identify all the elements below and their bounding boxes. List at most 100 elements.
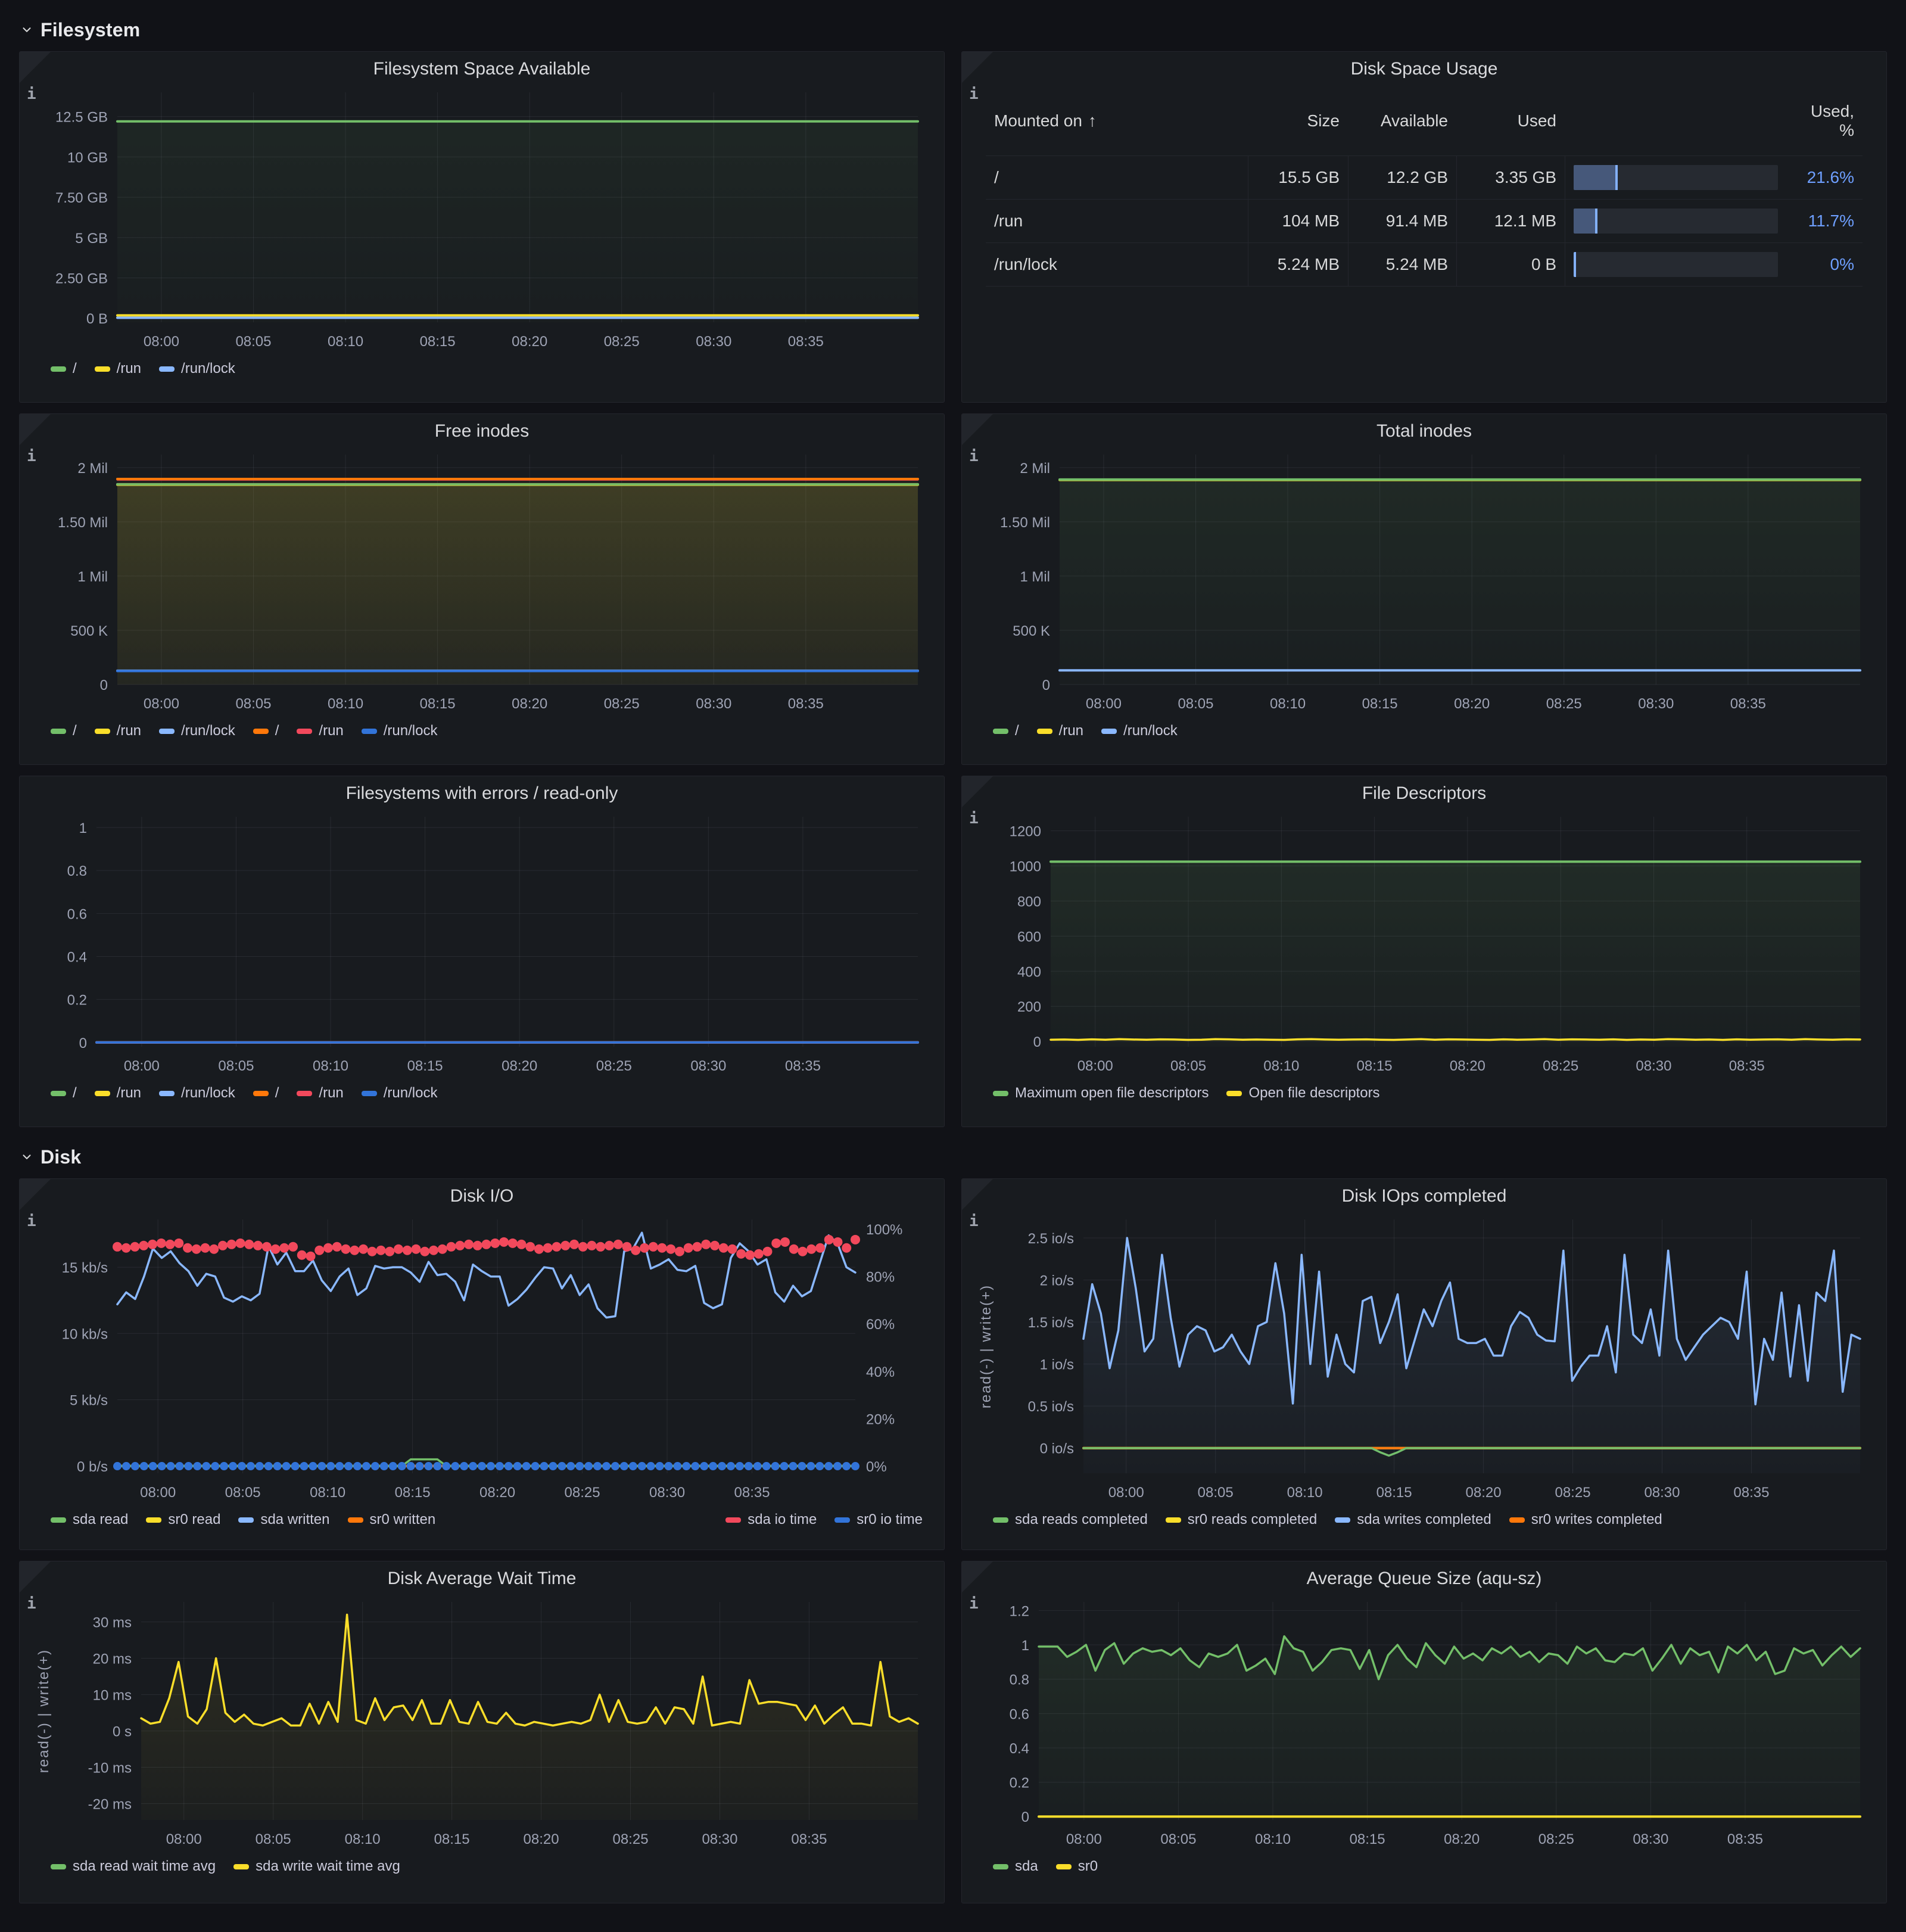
column-header-used-pct[interactable]: Used, % xyxy=(1810,102,1854,139)
svg-text:08:30: 08:30 xyxy=(690,1058,726,1074)
column-header-used[interactable]: Used xyxy=(1517,111,1556,130)
svg-text:20%: 20% xyxy=(866,1411,895,1427)
legend-item[interactable]: / xyxy=(51,1085,77,1102)
svg-text:08:00: 08:00 xyxy=(1066,1831,1102,1847)
panel-title[interactable]: Total inodes xyxy=(1376,421,1472,441)
series-color-swatch xyxy=(993,1517,1008,1523)
panel-average-queue-size: i Average Queue Size (aqu-sz) 08:00 08:05… xyxy=(961,1561,1887,1903)
legend-item[interactable]: /run xyxy=(1036,723,1083,739)
disk-iops-chart[interactable]: 08:00 08:05 08:10 08:15 08:20 08:25 08:30 08:35… xyxy=(970,1208,1878,1528)
legend-item[interactable]: sda read wait time avg xyxy=(51,1858,216,1875)
legend-item[interactable]: /run xyxy=(94,360,141,377)
panel-title[interactable]: Disk Space Usage xyxy=(1350,59,1498,79)
filesystem-space-available-chart[interactable]: 08:00 08:05 08:10 08:15 08:20 08:25 08:30 08:35… xyxy=(28,80,936,377)
legend-item[interactable]: /run/lock xyxy=(1101,723,1178,739)
legend-item[interactable]: sda written xyxy=(238,1511,330,1528)
free-inodes-chart[interactable]: 08:00 08:05 08:10 08:15 08:20 08:25 08:30 08:35… xyxy=(28,443,936,739)
legend-item[interactable]: sr0 io time xyxy=(834,1511,923,1528)
svg-text:08:20: 08:20 xyxy=(512,334,547,350)
legend-item[interactable]: sr0 writes completed xyxy=(1509,1511,1662,1528)
mount-cell: /run/lock xyxy=(994,255,1057,273)
legend-item[interactable]: /run/lock xyxy=(159,723,235,739)
column-header-available[interactable]: Available xyxy=(1380,111,1448,130)
panel-info-icon[interactable]: i xyxy=(20,52,51,103)
legend-item[interactable]: /run xyxy=(297,723,344,739)
svg-text:0.4: 0.4 xyxy=(1010,1741,1029,1757)
svg-text:60%: 60% xyxy=(866,1317,895,1333)
svg-text:0.2: 0.2 xyxy=(1010,1775,1029,1791)
average-queue-size-chart[interactable]: 08:00 08:05 08:10 08:15 08:20 08:25 08:30 08:35… xyxy=(970,1590,1878,1875)
legend-item[interactable]: sda read xyxy=(51,1511,128,1528)
svg-text:0.4: 0.4 xyxy=(67,949,87,965)
panel-info-icon[interactable]: i xyxy=(20,414,51,465)
legend-item[interactable]: sda writes completed xyxy=(1335,1511,1491,1528)
panel-info-icon[interactable]: i xyxy=(962,1561,993,1613)
legend-item[interactable]: / xyxy=(51,723,77,739)
legend-item[interactable]: / xyxy=(253,1085,279,1102)
panel-info-icon[interactable]: i xyxy=(20,1179,51,1230)
legend-item[interactable]: /run/lock xyxy=(159,1085,235,1102)
legend-item[interactable]: /run xyxy=(297,1085,344,1102)
svg-text:08:25: 08:25 xyxy=(612,1831,648,1847)
size-cell: 15.5 GB xyxy=(1248,156,1348,199)
svg-text:1200: 1200 xyxy=(1010,824,1041,840)
legend-item[interactable]: Open file descriptors xyxy=(1226,1085,1380,1102)
panel-disk-io: i Disk I/O 08:00 08:05 08:10 08:15 08:20 08:2… xyxy=(19,1178,945,1550)
column-header-size[interactable]: Size xyxy=(1307,111,1340,130)
series-color-swatch xyxy=(1101,728,1117,734)
legend-item[interactable]: sr0 read xyxy=(146,1511,220,1528)
svg-text:0 b/s: 0 b/s xyxy=(77,1459,108,1475)
section-header-filesystem[interactable]: Filesystem xyxy=(20,15,1887,44)
svg-text:08:15: 08:15 xyxy=(420,696,456,712)
panel-title[interactable]: Free inodes xyxy=(434,421,530,441)
legend-item[interactable]: / xyxy=(253,723,279,739)
file-descriptors-chart[interactable]: 08:00 08:05 08:10 08:15 08:20 08:25 08:30 08:35… xyxy=(970,805,1878,1102)
svg-text:600: 600 xyxy=(1017,929,1041,945)
legend-item[interactable]: /run/lock xyxy=(159,360,235,377)
used-pct-cell: 21.6% xyxy=(1807,168,1854,186)
panel-title[interactable]: Disk IOps completed xyxy=(1341,1186,1507,1206)
legend-item[interactable]: / xyxy=(51,360,77,377)
legend-item[interactable]: sr0 written xyxy=(347,1511,435,1528)
svg-text:0: 0 xyxy=(100,677,108,693)
panel-title[interactable]: Average Queue Size (aqu-sz) xyxy=(1306,1569,1542,1588)
svg-text:1 Mil: 1 Mil xyxy=(1020,569,1050,585)
panel-title[interactable]: Disk Average Wait Time xyxy=(387,1569,577,1588)
disk-io-chart[interactable]: 08:00 08:05 08:10 08:15 08:20 08:25 08:30 08:35… xyxy=(28,1208,936,1528)
panel-title[interactable]: File Descriptors xyxy=(1362,783,1487,803)
panel-title[interactable]: Filesystems with errors / read-only xyxy=(345,783,618,803)
legend-item[interactable]: /run xyxy=(94,1085,141,1102)
series-color-swatch xyxy=(297,728,313,734)
disk-wait-time-chart[interactable]: 08:00 08:05 08:10 08:15 08:20 08:25 08:30 08:35… xyxy=(28,1590,936,1875)
legend-item[interactable]: sda write wait time avg xyxy=(233,1858,400,1875)
legend-item[interactable]: /run/lock xyxy=(361,723,437,739)
panel-title[interactable]: Filesystem Space Available xyxy=(373,59,591,79)
panel-info-icon[interactable]: i xyxy=(962,414,993,465)
legend-item[interactable]: /run xyxy=(94,723,141,739)
legend-item[interactable]: / xyxy=(993,723,1019,739)
legend-item[interactable]: /run/lock xyxy=(361,1085,437,1102)
panel-disk-iops-completed: i Disk IOps completed 08:00 08:05 08:10 08:… xyxy=(961,1178,1887,1550)
column-header-mounted-on[interactable]: Mounted on ↑ xyxy=(994,111,1097,130)
panel-title[interactable]: Disk I/O xyxy=(450,1186,514,1206)
panel-info-icon[interactable]: i xyxy=(20,1561,51,1613)
legend-item[interactable]: sda reads completed xyxy=(993,1511,1148,1528)
total-inodes-chart[interactable]: 08:00 08:05 08:10 08:15 08:20 08:25 08:30 08:35… xyxy=(970,443,1878,739)
panel-info-icon[interactable]: i xyxy=(962,776,993,827)
svg-text:08:35: 08:35 xyxy=(785,1058,821,1074)
panel-total-inodes: i Total inodes 08:00 08:05 08:10 08:15 08:20… xyxy=(961,413,1887,765)
series-color-swatch xyxy=(51,1090,66,1096)
legend-item[interactable]: sda io time xyxy=(725,1511,817,1528)
legend-item[interactable]: Maximum open file descriptors xyxy=(993,1085,1209,1102)
legend-item[interactable]: sda xyxy=(993,1858,1038,1875)
legend-item[interactable]: sr0 reads completed xyxy=(1165,1511,1317,1528)
section-header-disk[interactable]: Disk xyxy=(20,1143,1887,1171)
panel-info-icon[interactable]: i xyxy=(962,52,993,103)
svg-text:08:00: 08:00 xyxy=(1108,1485,1144,1501)
series-color-swatch xyxy=(1165,1517,1181,1523)
svg-text:08:35: 08:35 xyxy=(1727,1831,1763,1847)
filesystems-errors-chart[interactable]: 08:00 08:05 08:10 08:15 08:20 08:25 08:30 08:35… xyxy=(28,805,936,1102)
legend-item[interactable]: sr0 xyxy=(1055,1858,1098,1875)
panel-info-icon[interactable]: i xyxy=(962,1179,993,1230)
